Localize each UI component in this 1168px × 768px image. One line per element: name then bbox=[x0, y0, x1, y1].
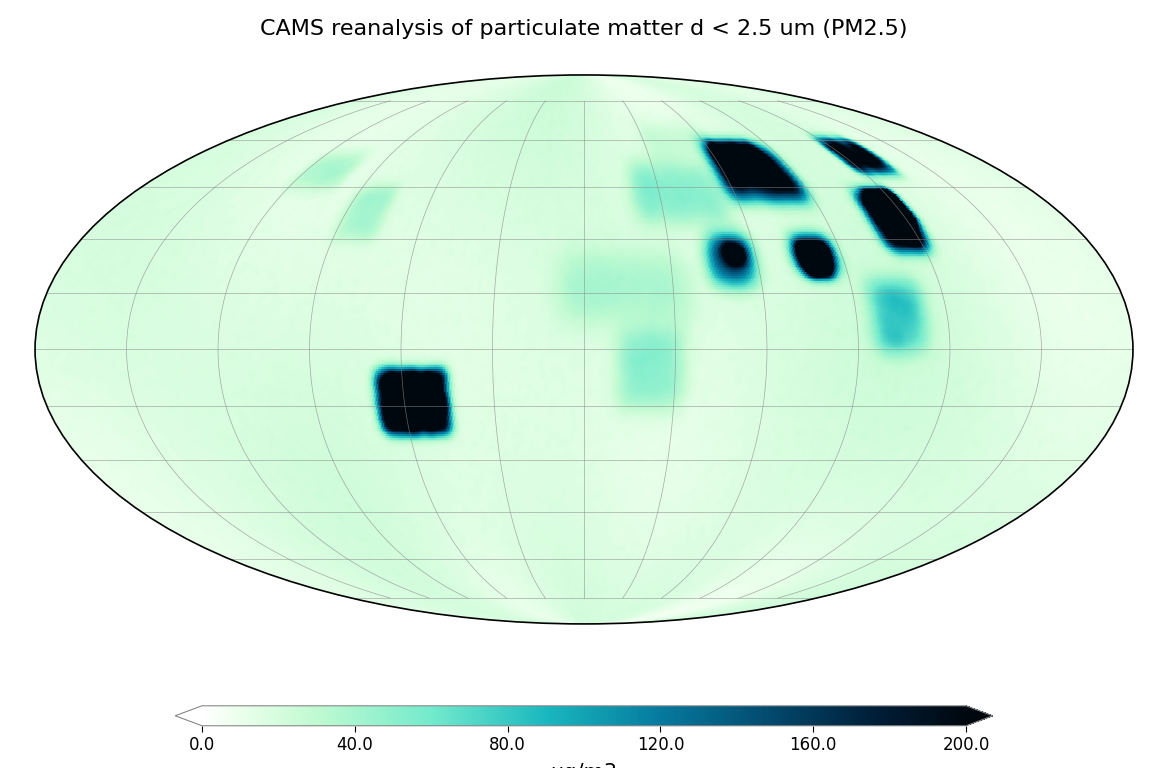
PathPatch shape bbox=[175, 706, 202, 726]
PathPatch shape bbox=[966, 706, 993, 726]
Text: CAMS reanalysis of particulate matter d < 2.5 um (PM2.5): CAMS reanalysis of particulate matter d … bbox=[260, 19, 908, 39]
X-axis label: μg/m3: μg/m3 bbox=[550, 763, 618, 768]
